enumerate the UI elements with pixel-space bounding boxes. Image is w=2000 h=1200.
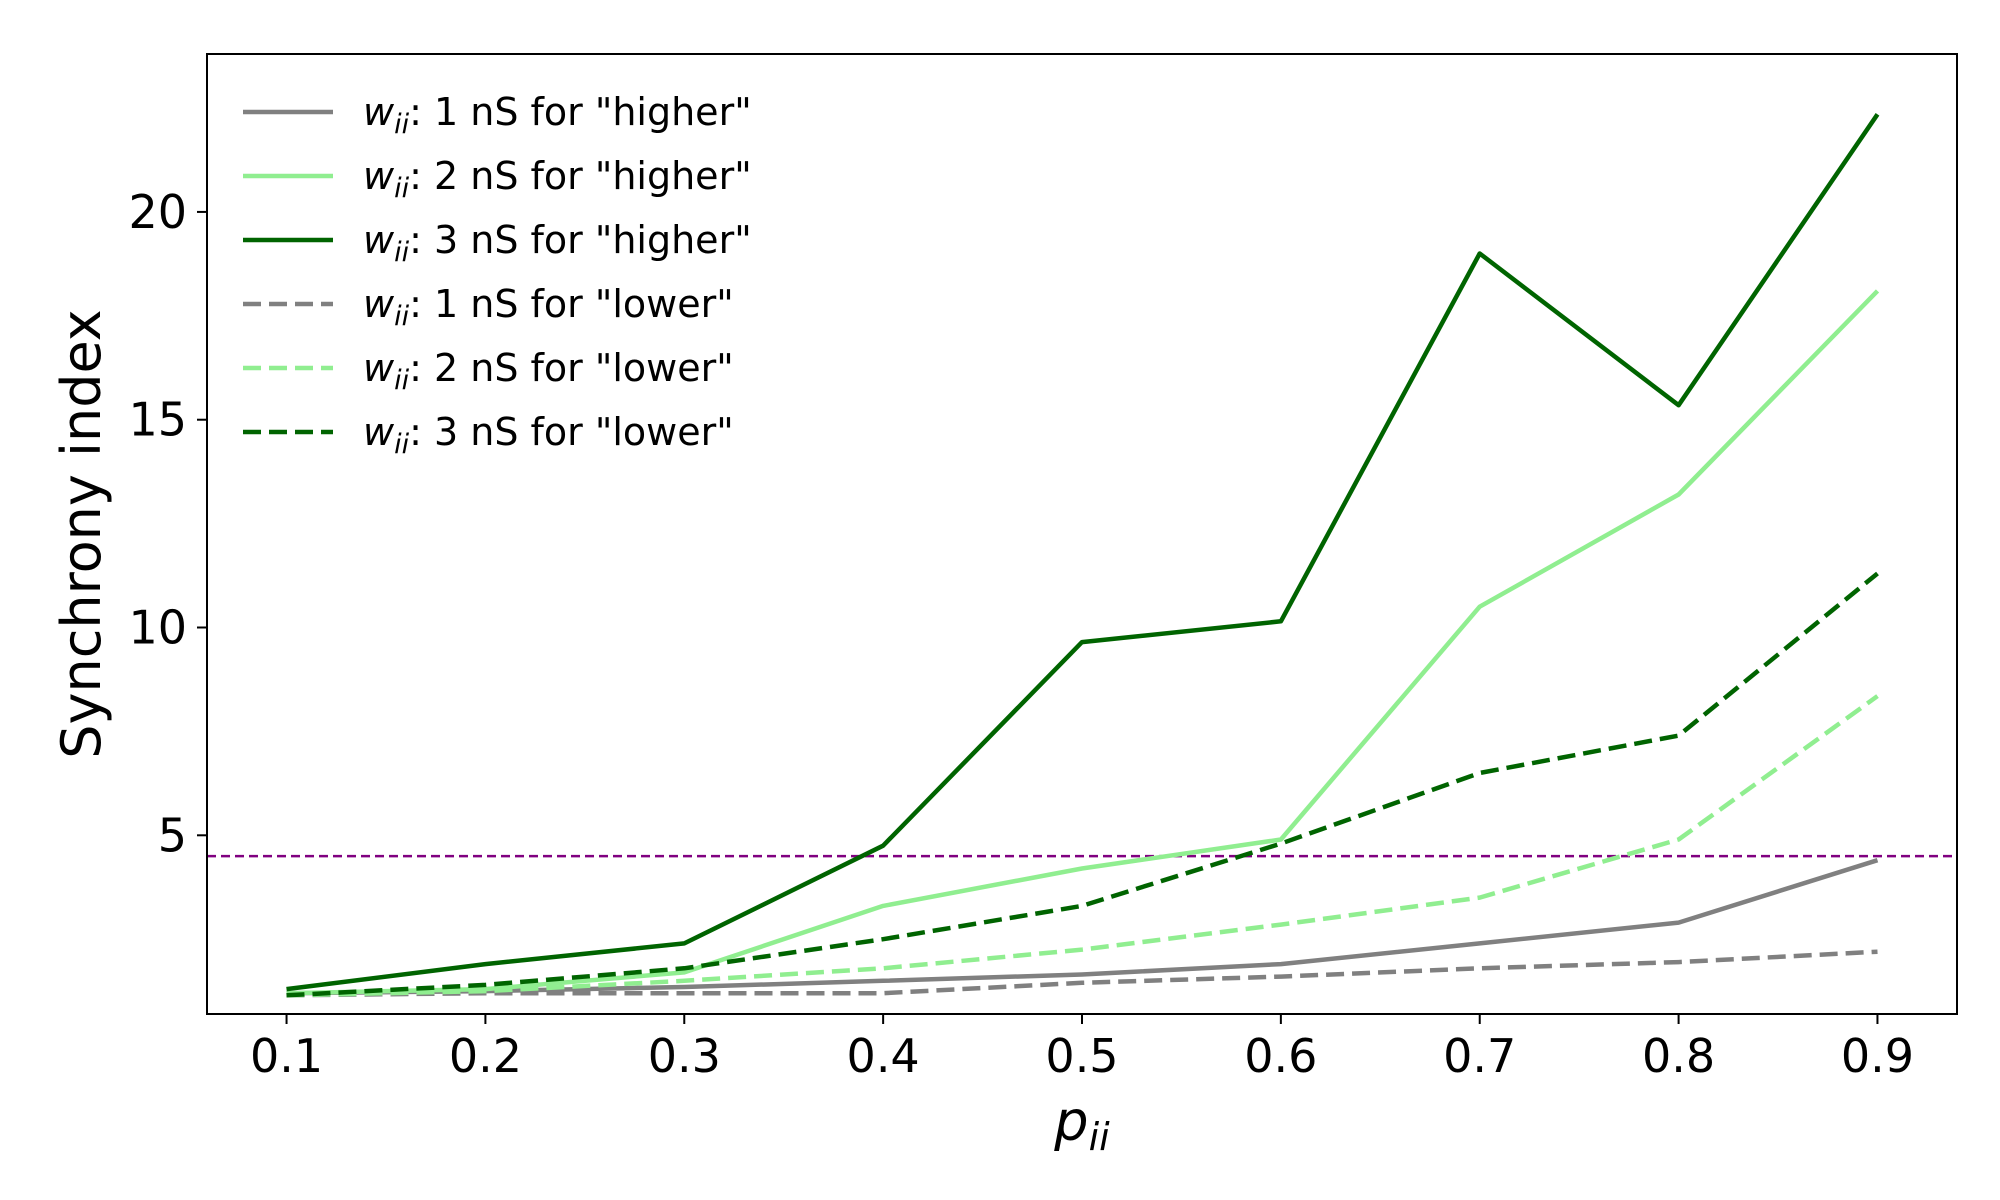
legend-label-1: wii: 1 nS for "higher": [363, 90, 752, 140]
x-tick-label: 0.2: [449, 1029, 522, 1083]
x-tick-label: 0.3: [648, 1029, 721, 1083]
y-tick-label: 15: [128, 393, 187, 447]
y-axis-ticks: 5 10 15 20: [128, 185, 207, 862]
y-tick-label: 20: [128, 185, 187, 239]
x-tick-label: 0.4: [847, 1029, 920, 1083]
legend-label-2: wii: 2 nS for "higher": [363, 154, 752, 204]
x-tick-label: 0.9: [1841, 1029, 1914, 1083]
series-line-2: [286, 289, 1880, 996]
series-line-6: [286, 571, 1879, 998]
x-tick-label: 0.6: [1244, 1029, 1317, 1083]
x-tick-label: 0.5: [1045, 1029, 1118, 1083]
x-axis-ticks: 0.1 0.2 0.3 0.4 0.5 0.6 0.7 0.8 0.9: [250, 1014, 1914, 1083]
y-tick-label: 10: [128, 601, 187, 655]
series-line-3: [286, 113, 1880, 992]
x-tick-label: 0.1: [250, 1029, 323, 1083]
legend-label-3: wii: 3 nS for "higher": [363, 218, 752, 268]
x-tick-label: 0.8: [1642, 1029, 1715, 1083]
legend-label-5: wii: 2 nS for "lower": [363, 346, 734, 396]
x-tick-label: 0.7: [1443, 1029, 1516, 1083]
y-axis-label: Synchrony index: [50, 309, 113, 759]
legend-label-4: wii: 1 nS for "lower": [363, 282, 734, 332]
series-line-5: [286, 694, 1879, 998]
series-layer: [286, 113, 1880, 998]
legend-label-6: wii: 3 nS for "lower": [363, 410, 734, 460]
y-tick-label: 5: [158, 808, 187, 862]
x-axis-label: pii: [1053, 1090, 1110, 1159]
series-line-4: [286, 949, 1878, 998]
legend: wii: 1 nS for "higher" wii: 2 nS for "hig…: [243, 90, 752, 460]
